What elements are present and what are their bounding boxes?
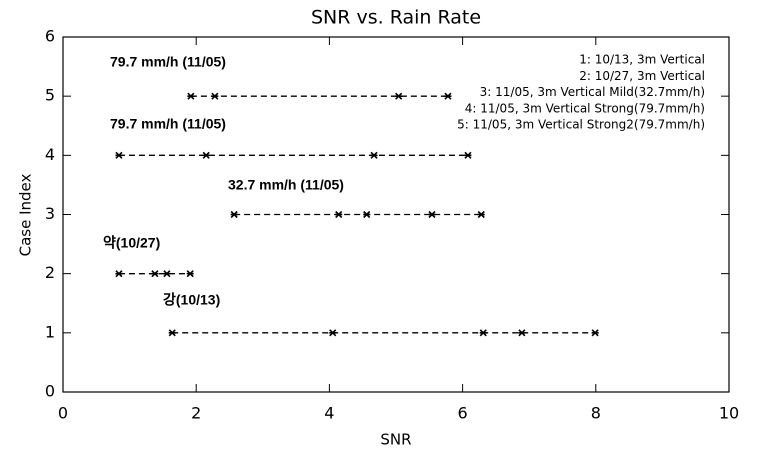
annotation: 79.7 mm/h (11/05) — [110, 116, 226, 132]
y-tick-label: 6 — [45, 27, 55, 46]
y-tick-label: 5 — [45, 86, 55, 105]
y-tick-label: 1 — [45, 322, 55, 341]
legend-entry: 4: 11/05, 3m Vertical Strong(79.7mm/h) — [465, 101, 705, 115]
x-tick-label: 6 — [458, 404, 468, 423]
marker — [187, 92, 195, 100]
marker — [444, 92, 452, 100]
y-tick-label: 4 — [45, 145, 55, 164]
marker — [115, 270, 123, 278]
marker — [479, 329, 487, 337]
y-axis-label: Case Index — [17, 173, 35, 256]
legend-entry: 5: 11/05, 3m Vertical Strong2(79.7mm/h) — [457, 118, 705, 132]
chart-title: SNR vs. Rain Rate — [311, 7, 481, 29]
marker — [151, 270, 159, 278]
legend-entry: 1: 10/13, 3m Vertical — [579, 53, 705, 67]
x-tick-label: 10 — [719, 404, 739, 423]
marker — [329, 329, 337, 337]
x-tick-label: 8 — [591, 404, 601, 423]
marker — [202, 151, 210, 159]
marker — [464, 151, 472, 159]
annotation: 약(10/27) — [103, 235, 160, 251]
x-tick-label: 2 — [191, 404, 201, 423]
marker — [395, 92, 403, 100]
marker — [518, 329, 526, 337]
marker — [335, 210, 343, 219]
marker — [115, 151, 123, 159]
legend-entry: 3: 11/05, 3m Vertical Mild(32.7mm/h) — [480, 85, 705, 99]
x-axis-label: SNR — [380, 431, 411, 449]
marker — [591, 329, 599, 337]
x-tick-label: 0 — [58, 404, 68, 423]
x-tick-label: 4 — [324, 404, 334, 423]
marker — [477, 210, 485, 219]
legend-entry: 2: 10/27, 3m Vertical — [579, 69, 705, 83]
marker — [370, 151, 378, 159]
marker — [186, 270, 194, 278]
marker — [230, 210, 238, 219]
marker — [168, 329, 176, 337]
annotation: 강(10/13) — [163, 292, 220, 308]
marker — [163, 270, 171, 278]
marker — [363, 210, 371, 219]
marker — [211, 92, 219, 100]
marker — [428, 210, 436, 219]
y-tick-label: 0 — [45, 382, 55, 401]
y-tick-label: 2 — [45, 263, 55, 282]
annotation: 32.7 mm/h (11/05) — [228, 177, 344, 193]
y-tick-label: 3 — [45, 204, 55, 223]
annotation: 79.7 mm/h (11/05) — [110, 54, 226, 70]
